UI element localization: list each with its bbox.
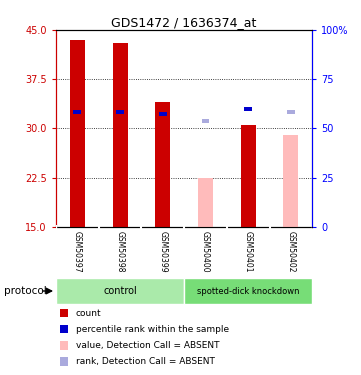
Text: GSM50401: GSM50401 — [244, 231, 253, 273]
Text: control: control — [103, 286, 137, 296]
Text: spotted-dick knockdown: spotted-dick knockdown — [197, 286, 299, 296]
Text: percentile rank within the sample: percentile rank within the sample — [76, 325, 229, 334]
Bar — [283, 135, 299, 227]
Text: GSM50400: GSM50400 — [201, 231, 210, 273]
Text: rank, Detection Call = ABSENT: rank, Detection Call = ABSENT — [76, 357, 215, 366]
Bar — [287, 110, 295, 114]
Bar — [113, 43, 127, 227]
Bar — [116, 110, 124, 114]
Text: count: count — [76, 309, 101, 318]
Bar — [56, 278, 184, 304]
Bar — [159, 112, 166, 116]
Bar — [70, 40, 85, 227]
Bar — [241, 125, 256, 227]
Bar — [198, 178, 213, 227]
Bar — [184, 278, 312, 304]
Title: GDS1472 / 1636374_at: GDS1472 / 1636374_at — [112, 16, 257, 29]
Bar — [155, 102, 170, 227]
Text: protocol: protocol — [4, 286, 46, 296]
Bar — [74, 110, 81, 114]
Bar — [244, 107, 252, 111]
Bar — [202, 118, 209, 123]
Text: GSM50402: GSM50402 — [286, 231, 295, 273]
Text: GSM50397: GSM50397 — [73, 231, 82, 273]
Text: value, Detection Call = ABSENT: value, Detection Call = ABSENT — [76, 341, 219, 350]
Text: GSM50398: GSM50398 — [116, 231, 125, 273]
Text: GSM50399: GSM50399 — [158, 231, 167, 273]
